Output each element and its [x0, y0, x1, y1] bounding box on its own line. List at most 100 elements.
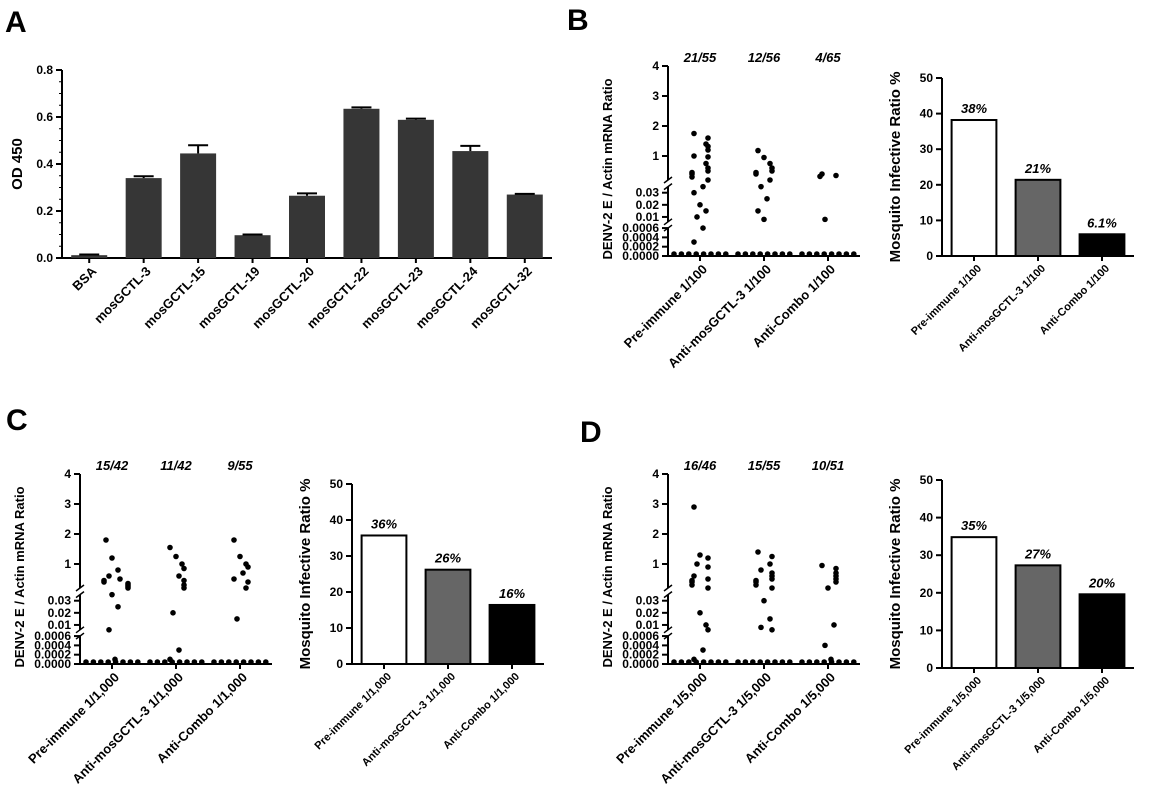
zero-data-point	[678, 659, 685, 665]
zero-data-point	[671, 251, 677, 257]
data-point	[117, 576, 123, 582]
zero-data-point	[764, 251, 771, 257]
zero-data-point	[750, 659, 756, 665]
zero-data-point	[779, 251, 786, 257]
y-axis-title: DENV-2 E / Actin mRNA Ratio	[600, 486, 615, 667]
axis-break-mark	[663, 591, 673, 599]
y-tick-label: 10	[330, 621, 344, 635]
infection-ratio-label: 4/65	[814, 50, 841, 65]
data-point	[234, 616, 240, 622]
data-point	[245, 579, 251, 585]
zero-data-point	[693, 659, 699, 665]
zero-data-point	[715, 251, 722, 257]
bar-value-label: 38%	[961, 101, 987, 116]
y-tick-label: 40	[920, 107, 934, 121]
y-tick-label: 30	[920, 548, 934, 562]
panel-label: C	[6, 404, 28, 437]
y-axis-title: Mosquito Infective Ratio %	[297, 479, 314, 670]
data-point	[700, 183, 706, 190]
bar	[234, 235, 271, 258]
bar	[452, 151, 489, 258]
data-point	[705, 177, 711, 183]
data-point	[761, 154, 767, 161]
y-tick-label: 0.02	[636, 198, 660, 212]
data-point	[176, 647, 182, 653]
zero-data-point	[764, 659, 771, 665]
bar	[360, 534, 408, 665]
y-tick-label: 2	[652, 119, 659, 133]
y-tick-label: 50	[920, 473, 934, 487]
data-point	[758, 183, 764, 190]
zero-data-point	[700, 251, 707, 257]
y-tick-label: 4	[652, 59, 659, 73]
zero-data-point	[218, 659, 225, 665]
data-point	[831, 622, 837, 628]
infection-ratio-label: 12/56	[748, 50, 781, 65]
infection-ratio-label: 16/46	[684, 458, 717, 473]
zero-data-point	[779, 659, 786, 665]
y-tick-label: 30	[920, 142, 934, 156]
axis-break-mark	[663, 584, 673, 592]
zero-data-point	[176, 659, 183, 665]
infection-ratio-label: 15/55	[748, 458, 781, 473]
y-tick-label: 0	[336, 657, 343, 671]
zero-data-point	[184, 659, 190, 665]
zero-data-point	[806, 659, 813, 665]
zero-data-point	[233, 659, 239, 665]
bar-value-label: 36%	[371, 516, 397, 531]
data-point	[822, 642, 828, 649]
panel-label: B	[567, 4, 589, 37]
axis-break-mark	[663, 626, 673, 634]
zero-data-point	[98, 659, 104, 665]
data-point	[769, 585, 775, 591]
data-point	[705, 168, 711, 174]
zero-data-point	[226, 659, 232, 665]
data-point	[181, 585, 187, 591]
zero-data-point	[723, 659, 729, 665]
zero-data-point	[154, 659, 161, 665]
zero-data-point	[686, 659, 692, 665]
data-point	[705, 154, 711, 160]
zero-data-point	[678, 251, 685, 257]
zero-data-point	[806, 251, 813, 257]
y-tick-label: 2	[64, 527, 71, 541]
y-tick-label: 10	[920, 623, 934, 637]
y-tick-label: 1	[64, 557, 71, 571]
zero-data-point	[105, 659, 111, 665]
zero-data-point	[83, 659, 89, 665]
data-point	[170, 610, 176, 616]
y-tick-label: 0.0	[36, 251, 53, 265]
y-axis-title: Mosquito Infective Ratio %	[887, 479, 904, 670]
y-tick-label: 0.01	[636, 618, 660, 632]
zero-data-point	[757, 251, 763, 257]
data-point	[764, 195, 770, 202]
y-tick-label: 0.03	[636, 594, 660, 608]
data-point	[691, 189, 697, 196]
bar	[1014, 564, 1062, 669]
y-axis-title: OD 450	[9, 138, 26, 190]
y-tick-label: 0.0004	[622, 638, 659, 652]
data-point	[691, 130, 697, 137]
x-tick-label: BSA	[69, 263, 99, 293]
panel-a: A0.00.20.40.60.8OD 450BSAmosGCTL-3mosGCT…	[5, 6, 552, 331]
zero-data-point	[191, 659, 198, 665]
zero-data-point	[255, 659, 262, 665]
zero-data-point	[750, 251, 756, 257]
y-axis-title: DENV-2 E / Actin mRNA Ratio	[600, 78, 615, 259]
panel-c-scatter: C 4 3 2 1 0.030.020.010.00060.00040.00020.000…	[6, 404, 272, 786]
y-tick-label: 0	[926, 661, 933, 675]
data-point	[181, 577, 187, 584]
x-tick-label: Anti-mosGCTL-3 1/100	[665, 262, 774, 371]
bar	[1078, 593, 1126, 670]
axis-break-mark	[75, 584, 85, 592]
bar	[180, 153, 217, 258]
data-point	[703, 208, 709, 214]
bar-value-label: 27%	[1024, 546, 1051, 561]
y-tick-label: 4	[652, 467, 659, 481]
y-tick-label: 20	[330, 585, 344, 599]
zero-data-point	[671, 659, 677, 665]
data-point	[691, 239, 697, 245]
zero-data-point	[240, 659, 247, 665]
data-point	[240, 570, 246, 576]
data-point	[176, 573, 182, 579]
